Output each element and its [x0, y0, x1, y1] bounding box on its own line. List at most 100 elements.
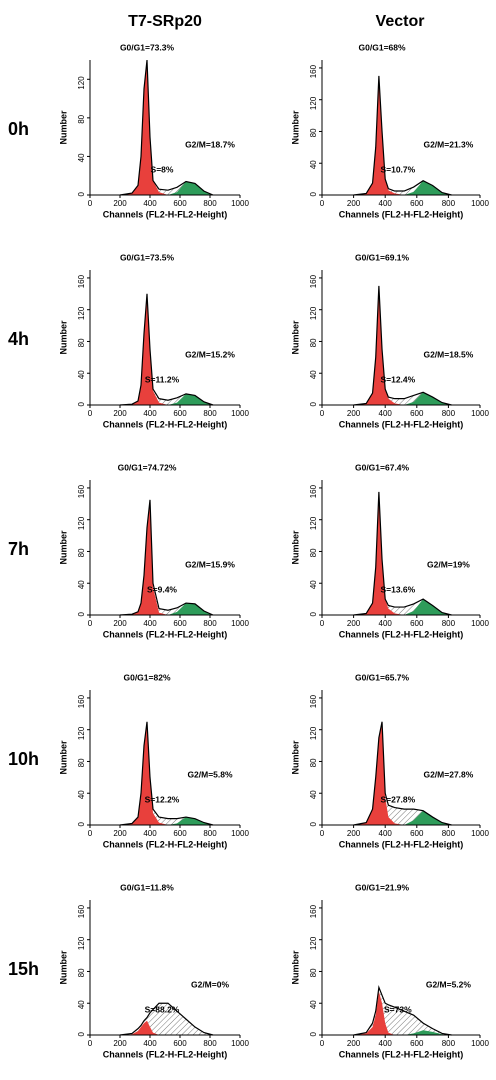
y-tick-label: 120: [309, 306, 318, 320]
y-tick-label: 40: [309, 790, 318, 799]
y-tick-label: 0: [77, 1031, 86, 1036]
x-tick-label: 200: [113, 619, 127, 628]
x-tick-label: 800: [442, 199, 456, 208]
phase-area: [120, 499, 213, 615]
phase-area: [120, 293, 213, 405]
phase-area: [353, 721, 452, 825]
x-tick-label: 0: [88, 619, 93, 628]
y-tick-label: 80: [77, 968, 86, 977]
y-tick-label: 120: [77, 516, 86, 530]
x-tick-label: 0: [88, 829, 93, 838]
annotation: S=8%: [151, 164, 174, 174]
y-tick-label: 80: [77, 338, 86, 347]
y-tick-label: 0: [77, 611, 86, 616]
annotation: G2/M=5.2%: [426, 979, 472, 989]
y-tick-label: 0: [309, 1031, 318, 1036]
y-tick-label: 40: [77, 790, 86, 799]
x-tick-label: 600: [410, 409, 424, 418]
histogram-line: [119, 293, 214, 406]
x-tick-label: 600: [173, 1039, 187, 1048]
annotation: G0/G1=82%: [123, 672, 170, 682]
y-tick-label: 0: [309, 401, 318, 406]
annotation: G2/M=0%: [191, 979, 229, 989]
histogram-line: [353, 285, 452, 406]
y-tick-label: 40: [77, 1000, 86, 1009]
y-tick-label: 160: [309, 64, 318, 78]
y-axis-label: Number: [290, 320, 300, 355]
annotation: S=27.8%: [380, 794, 415, 804]
x-tick-label: 600: [173, 199, 187, 208]
x-axis-label: Channels (FL2-H-FL2-Height): [339, 629, 464, 639]
x-tick-label: 1000: [231, 409, 249, 418]
annotation: G0/G1=68%: [359, 42, 406, 52]
x-tick-label: 200: [113, 409, 127, 418]
row-label: 7h: [8, 539, 29, 559]
annotation: G0/G1=11.8%: [120, 882, 174, 892]
phase-area: [353, 180, 452, 195]
y-tick-label: 80: [309, 758, 318, 767]
x-tick-label: 400: [379, 619, 393, 628]
y-tick-label: 160: [309, 274, 318, 288]
annotation: S=73%: [384, 1004, 412, 1014]
y-tick-label: 160: [77, 904, 86, 918]
x-tick-label: 1000: [231, 1039, 249, 1048]
x-tick-label: 0: [88, 409, 93, 418]
phase-area: [353, 991, 452, 1035]
phase-area: [120, 1020, 213, 1035]
phase-area: [353, 491, 452, 615]
y-tick-label: 160: [309, 904, 318, 918]
y-axis-label: Number: [290, 950, 300, 985]
x-axis-label: Channels (FL2-H-FL2-Height): [103, 839, 228, 849]
x-tick-label: 600: [410, 1039, 424, 1048]
phase-area: [120, 721, 213, 825]
x-tick-label: 0: [88, 1039, 93, 1048]
hatched-area: [120, 60, 213, 195]
x-axis-label: Channels (FL2-H-FL2-Height): [339, 1049, 464, 1059]
annotation: G2/M=15.9%: [185, 559, 235, 569]
histogram-line: [119, 1002, 214, 1036]
phase-area: [353, 285, 452, 405]
y-axis-label: Number: [290, 740, 300, 775]
x-tick-label: 600: [410, 619, 424, 628]
y-tick-label: 120: [309, 936, 318, 950]
y-tick-label: 40: [309, 160, 318, 169]
x-tick-label: 400: [143, 1039, 157, 1048]
histogram-line: [119, 499, 214, 616]
x-tick-label: 1000: [471, 199, 489, 208]
y-axis-label: Number: [58, 740, 68, 775]
y-tick-label: 0: [309, 611, 318, 616]
y-tick-label: 160: [77, 484, 86, 498]
x-tick-label: 200: [347, 1039, 361, 1048]
y-tick-label: 160: [309, 484, 318, 498]
annotation: G2/M=18.7%: [185, 139, 235, 149]
x-tick-label: 1000: [471, 619, 489, 628]
x-axis-label: Channels (FL2-H-FL2-Height): [339, 209, 464, 219]
y-tick-label: 120: [309, 96, 318, 110]
annotation: G0/G1=74.72%: [118, 462, 177, 472]
y-tick-label: 80: [309, 338, 318, 347]
x-tick-label: 0: [320, 199, 325, 208]
x-tick-label: 400: [143, 619, 157, 628]
x-tick-label: 400: [379, 1039, 393, 1048]
x-tick-label: 0: [88, 199, 93, 208]
x-tick-label: 800: [203, 619, 217, 628]
x-tick-label: 600: [410, 199, 424, 208]
phase-area: [120, 60, 213, 195]
phase-area: [353, 599, 452, 615]
y-tick-label: 0: [77, 821, 86, 826]
histogram-line: [119, 721, 214, 826]
y-axis-label: Number: [290, 110, 300, 145]
phase-area: [120, 181, 213, 195]
x-tick-label: 400: [379, 199, 393, 208]
y-tick-label: 40: [309, 370, 318, 379]
annotation: G0/G1=21.9%: [355, 882, 410, 892]
y-tick-label: 160: [77, 694, 86, 708]
x-tick-label: 0: [320, 1039, 325, 1048]
phase-area: [353, 392, 452, 405]
x-tick-label: 200: [347, 619, 361, 628]
y-tick-label: 120: [77, 306, 86, 320]
annotation: S=12.4%: [380, 374, 415, 384]
phase-area: [120, 817, 213, 825]
